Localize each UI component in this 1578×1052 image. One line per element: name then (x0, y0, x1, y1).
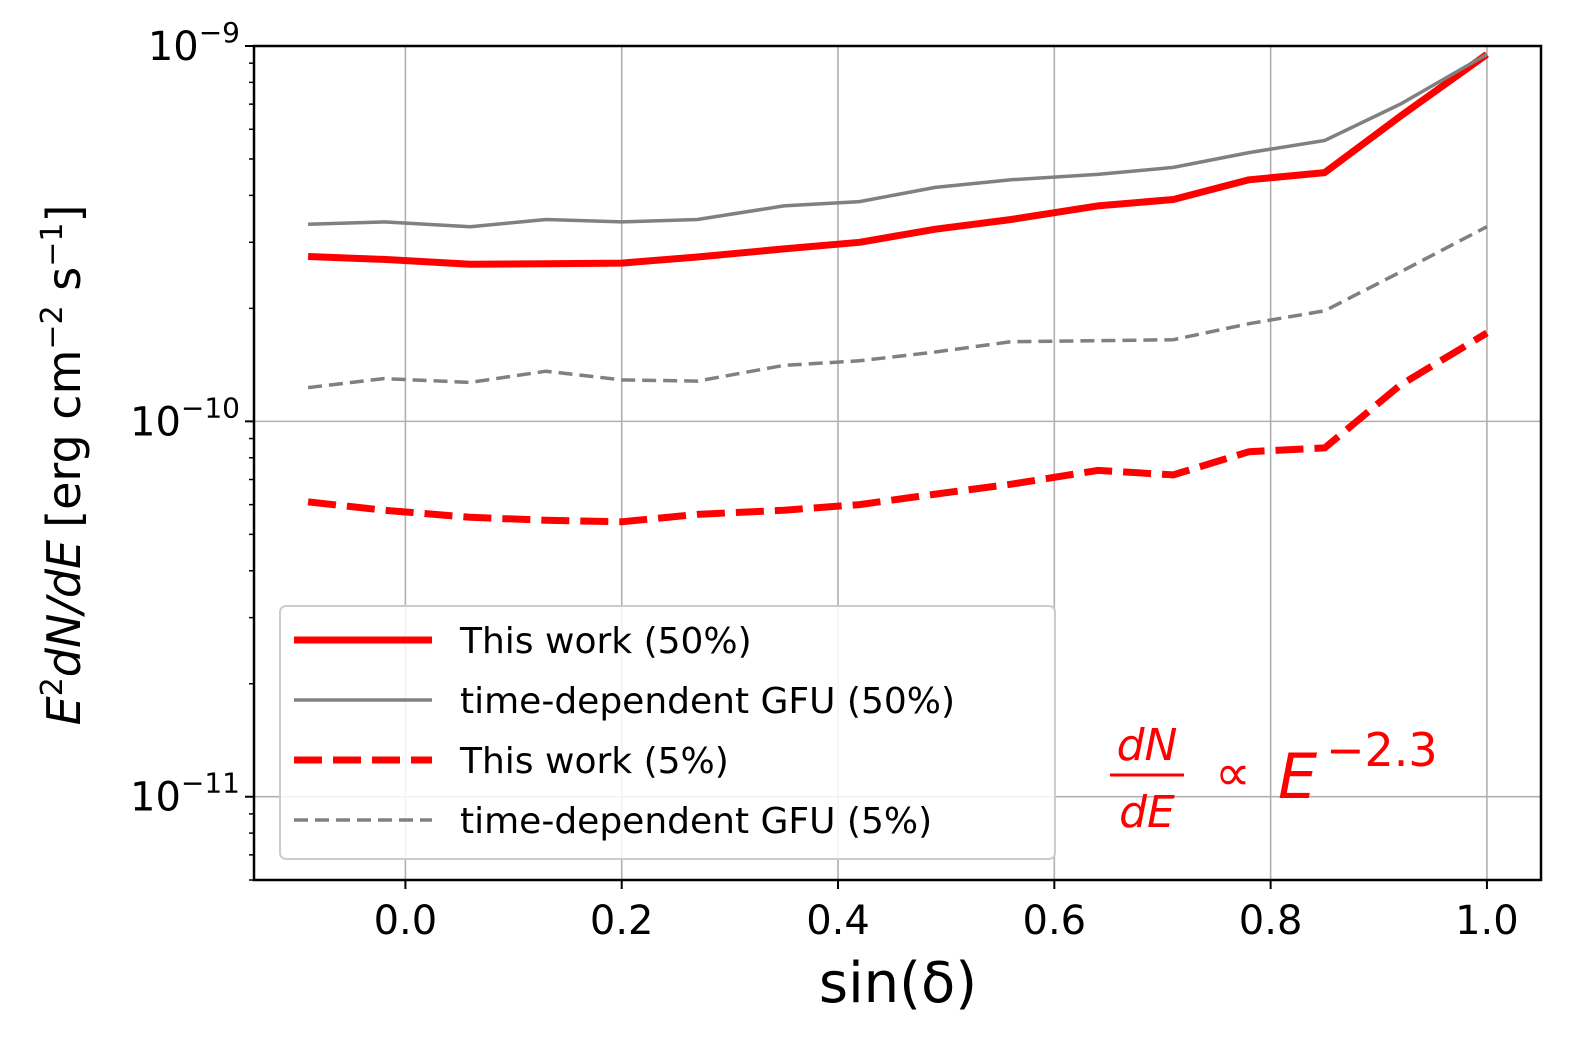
y-tick-label: 10−9 (148, 16, 240, 70)
formula-denominator: dE (1119, 787, 1175, 838)
ticks-layer: 0.0 0.2 0.4 0.6 0.8 1.0 10−9 10−10 10−11 (130, 16, 1519, 944)
y-axis-title-unit-s: s (37, 267, 91, 306)
y-axis-title-unit-exp-cm: −2 (35, 305, 70, 349)
legend-label-3: This work (5%) (459, 741, 729, 782)
y-tick-label: 10−10 (130, 391, 240, 445)
formula-exponent: −2.3 (1326, 723, 1438, 777)
legend-label-4: time-dependent GFU (5%) (460, 801, 932, 842)
legend-label-1: This work (50%) (459, 621, 752, 662)
y-axis-title-dnde: dN/dE (37, 540, 91, 677)
x-tick-label: 0.4 (806, 898, 870, 944)
series-layer (307, 51, 1489, 526)
legend: This work (50%) time-dependent GFU (50%) T… (279, 605, 1056, 860)
x-tick-label: 0.6 (1023, 898, 1087, 944)
formula-numerator: dN (1117, 720, 1178, 771)
formula-proportional-sign: ∝ (1215, 744, 1251, 802)
x-tick-label: 0.8 (1239, 898, 1303, 944)
legend-label-2: time-dependent GFU (50%) (460, 681, 955, 722)
x-tick-label: 1.0 (1455, 898, 1519, 944)
series-line-1 (307, 51, 1489, 268)
formula-annotation: dN dE ∝ E −2.3 (1110, 720, 1438, 838)
x-tick-label: 0.0 (374, 898, 438, 944)
series-line-3 (307, 330, 1489, 526)
formula-base: E (1278, 740, 1318, 813)
y-axis-title-unit-exp-s: −1 (35, 223, 70, 267)
series-line-2 (308, 52, 1488, 229)
y-axis-title-unit: [erg cm (37, 350, 91, 528)
x-tick-label: 0.2 (590, 898, 654, 944)
y-axis-title-exp: 2 (35, 677, 70, 696)
y-tick-label: 10−11 (130, 767, 240, 821)
y-axis-title-e: E (37, 696, 91, 725)
y-axis-title: E2dN/dE [erg cm−2 s−1] (35, 205, 91, 726)
y-axis-title-unit-close: ] (37, 205, 91, 223)
plot-frame (252, 44, 1543, 882)
legend-box (279, 605, 1056, 860)
series-line-4 (307, 225, 1488, 390)
x-axis-title: sin(δ) (819, 951, 977, 1016)
